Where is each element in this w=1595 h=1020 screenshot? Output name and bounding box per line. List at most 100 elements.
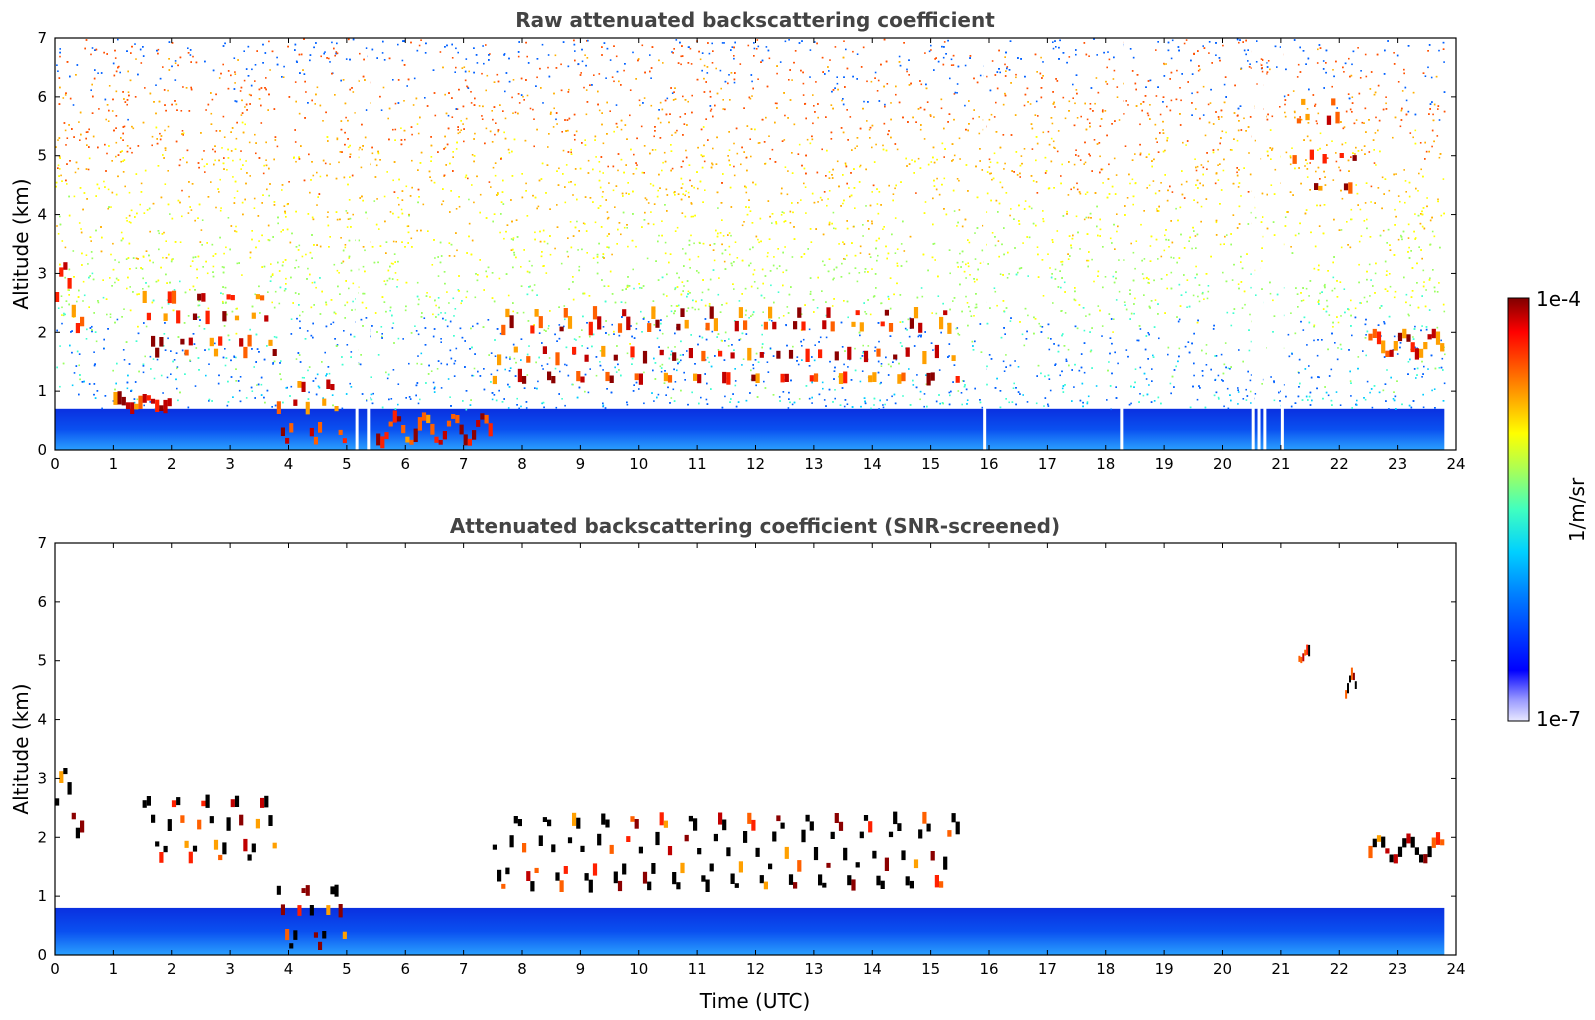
- noise-pixel: [510, 238, 513, 240]
- noise-pixel: [241, 274, 243, 276]
- noise-pixel: [734, 384, 737, 387]
- noise-pixel: [999, 273, 1002, 275]
- noise-pixel: [836, 160, 839, 163]
- noise-pixel: [66, 137, 69, 139]
- noise-pixel: [1124, 304, 1126, 306]
- noise-pixel: [1093, 280, 1095, 283]
- noise-pixel: [974, 258, 977, 260]
- noise-pixel: [950, 64, 953, 66]
- noise-pixel: [967, 262, 969, 264]
- noise-pixel: [1358, 263, 1360, 266]
- noise-pixel: [1198, 300, 1201, 303]
- noise-pixel: [426, 292, 428, 294]
- noise-pixel: [829, 59, 831, 61]
- noise-pixel: [1106, 399, 1108, 401]
- noise-pixel: [930, 161, 933, 163]
- noise-pixel: [832, 211, 835, 214]
- noise-pixel: [62, 314, 65, 317]
- noise-pixel: [57, 139, 59, 141]
- noise-pixel: [892, 193, 895, 195]
- noise-pixel: [598, 161, 601, 163]
- noise-pixel: [1009, 214, 1011, 217]
- noise-pixel: [82, 280, 85, 283]
- noise-pixel: [160, 374, 163, 377]
- noise-pixel: [1036, 246, 1039, 248]
- noise-pixel: [500, 157, 502, 159]
- noise-pixel: [798, 143, 801, 146]
- noise-pixel: [285, 277, 287, 280]
- noise-pixel: [490, 373, 493, 376]
- noise-pixel: [260, 122, 263, 124]
- noise-pixel: [924, 52, 926, 54]
- noise-pixel: [482, 45, 484, 47]
- noise-pixel: [1365, 334, 1367, 336]
- noise-pixel: [1199, 68, 1201, 71]
- noise-pixel: [1250, 286, 1252, 289]
- noise-pixel: [434, 299, 436, 302]
- noise-pixel: [1270, 184, 1273, 186]
- noise-pixel: [1202, 85, 1205, 88]
- noise-pixel: [701, 155, 704, 158]
- noise-pixel: [303, 377, 305, 379]
- noise-pixel: [1141, 273, 1144, 275]
- noise-pixel: [1171, 191, 1174, 193]
- noise-pixel: [930, 44, 932, 47]
- noise-pixel: [1038, 322, 1040, 325]
- noise-pixel: [295, 60, 298, 63]
- noise-pixel: [244, 123, 246, 126]
- noise-pixel: [479, 193, 482, 196]
- noise-pixel: [723, 42, 725, 44]
- noise-pixel: [256, 384, 258, 386]
- noise-pixel: [68, 289, 70, 291]
- noise-pixel: [784, 40, 787, 43]
- noise-pixel: [578, 265, 581, 268]
- noise-pixel: [1289, 163, 1292, 166]
- noise-pixel: [249, 175, 251, 177]
- noise-pixel: [802, 94, 805, 96]
- noise-pixel: [390, 262, 393, 265]
- noise-pixel: [722, 235, 725, 237]
- noise-pixel: [1424, 75, 1427, 77]
- noise-pixel: [708, 52, 711, 55]
- noise-pixel: [1159, 113, 1162, 116]
- noise-pixel: [1196, 201, 1199, 204]
- noise-pixel: [1355, 119, 1358, 121]
- noise-pixel: [1350, 299, 1352, 302]
- noise-pixel: [164, 129, 166, 132]
- noise-pixel: [169, 213, 171, 215]
- noise-pixel: [1335, 391, 1338, 393]
- noise-pixel: [474, 132, 476, 135]
- noise-pixel: [1243, 117, 1245, 120]
- noise-pixel: [1152, 180, 1155, 182]
- noise-pixel: [697, 187, 699, 190]
- noise-pixel: [434, 257, 436, 259]
- noise-pixel: [1030, 207, 1033, 210]
- noise-pixel: [115, 141, 118, 144]
- noise-pixel: [504, 368, 506, 371]
- noise-pixel: [531, 264, 533, 267]
- noise-pixel: [522, 311, 525, 314]
- noise-pixel: [968, 241, 971, 244]
- noise-pixel: [783, 221, 785, 223]
- noise-pixel: [1075, 215, 1078, 218]
- noise-pixel: [1163, 249, 1166, 252]
- noise-pixel: [189, 54, 192, 56]
- noise-pixel: [871, 146, 873, 149]
- noise-pixel: [798, 398, 801, 400]
- noise-pixel: [1249, 390, 1252, 393]
- noise-pixel: [734, 380, 737, 382]
- noise-pixel: [324, 51, 326, 53]
- noise-pixel: [416, 281, 419, 284]
- noise-pixel: [476, 62, 479, 64]
- noise-pixel: [440, 387, 443, 389]
- noise-pixel: [1109, 237, 1112, 240]
- noise-pixel: [65, 144, 67, 146]
- noise-pixel: [1196, 165, 1199, 168]
- noise-pixel: [641, 44, 644, 47]
- noise-pixel: [884, 403, 886, 406]
- noise-pixel: [1077, 155, 1080, 157]
- noise-pixel: [57, 164, 60, 167]
- noise-pixel: [381, 52, 384, 54]
- noise-pixel: [1260, 58, 1263, 60]
- noise-pixel: [439, 51, 442, 53]
